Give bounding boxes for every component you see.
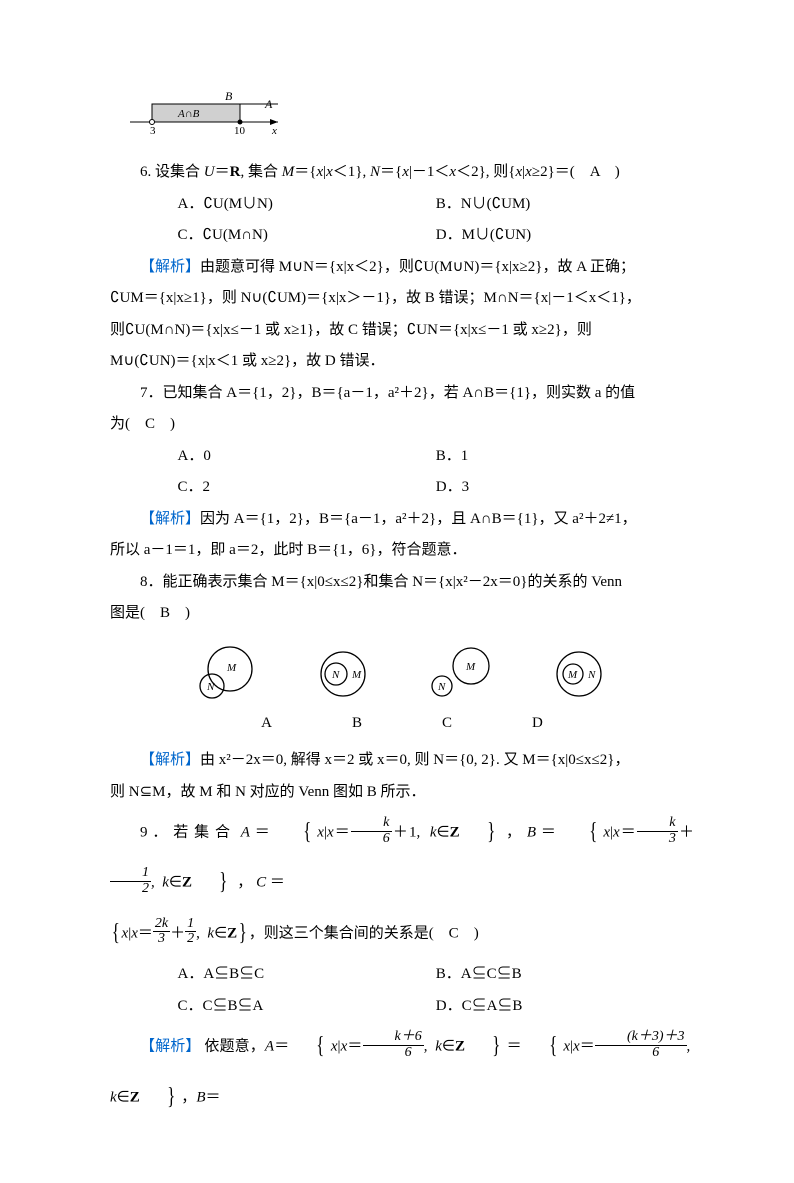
- venn-A: M N: [190, 644, 260, 704]
- venn-C: M N: [426, 644, 496, 704]
- q8-analysis-2: 则 N⊆M，故 M 和 N 对应的 Venn 图如 B 所示．: [110, 777, 694, 809]
- q9-options-row2: C．C⊆B⊆A D．C⊆A⊆B: [110, 991, 694, 1023]
- q8-stem-1: 8．能正确表示集合 M＝{x|0≤x≤2}和集合 N＝{x|x²－2x＝0}的关…: [110, 567, 694, 599]
- q7-analysis-2: 所以 a－1＝1，即 a＝2，此时 B＝{1，6}，符合题意．: [110, 535, 694, 567]
- axis-x: x: [271, 125, 277, 137]
- q7-optD: D．3: [436, 472, 694, 504]
- venn-label-C: C: [442, 708, 452, 740]
- q6-analysis-4: M∪(∁UN)＝{x|x＜1 或 x≥2}，故 D 错误．: [110, 346, 694, 378]
- label-B: B: [225, 90, 233, 103]
- svg-text:N: N: [587, 669, 596, 681]
- venn-label-D: D: [532, 708, 543, 740]
- q6-options-row2: C．∁U(M∩N) D．M∪(∁UN): [110, 220, 694, 252]
- q6-analysis-3: 则∁U(M∩N)＝{x|x≤－1 或 x≥1}，故 C 错误；∁UN＝{x|x≤…: [110, 315, 694, 347]
- q9-options-row1: A．A⊆B⊆C B．A⊆C⊆B: [110, 959, 694, 991]
- q6-optA: A．∁U(M∪N): [178, 189, 436, 221]
- q6-analysis-1: 【解析】由题意可得 M∪N＝{x|x＜2}，则∁U(M∪N)＝{x|x≥2}，故…: [110, 252, 694, 284]
- q7-stem-1: 7．已知集合 A＝{1，2}，B＝{a－1，a²＋2}，若 A∩B＝{1}，则实…: [110, 378, 694, 410]
- q6-analysis-label: 【解析】: [140, 259, 200, 275]
- q9-analysis: 【解析】 依题意，A＝{x|x＝k＋66, k∈Z}＝{x|x＝(k＋3)＋36…: [110, 1022, 694, 1123]
- tick-3: 3: [150, 125, 156, 137]
- svg-text:N: N: [331, 669, 340, 681]
- q6-analysis-2: ∁UM＝{x|x≥1}，则 N∪(∁UM)＝{x|x＞－1}，故 B 错误；M∩…: [110, 283, 694, 315]
- number-line-diagram: B A A∩B 3 10 x: [110, 90, 694, 145]
- venn-labels: A B C D: [110, 708, 694, 740]
- tick-10: 10: [234, 125, 246, 137]
- q6-optC: C．∁U(M∩N): [178, 220, 436, 252]
- svg-text:M: M: [226, 662, 237, 674]
- q9-optA: A．A⊆B⊆C: [178, 959, 436, 991]
- q8-analysis-1: 【解析】由 x²－2x＝0, 解得 x＝2 或 x＝0, 则 N＝{0, 2}.…: [110, 745, 694, 777]
- svg-text:M: M: [351, 669, 362, 681]
- q9-stem-2: {x|x＝2k3＋12, k∈Z}，则这三个集合间的关系是( C ): [110, 909, 694, 959]
- q9-stem: 9 ． 若 集 合 A ＝ {x|x＝k6＋1, k∈Z} ， B ＝ {x|x…: [110, 808, 694, 909]
- svg-text:N: N: [206, 681, 215, 693]
- label-AiB: A∩B: [177, 108, 200, 120]
- venn-label-B: B: [352, 708, 362, 740]
- q7-analysis-1: 【解析】因为 A＝{1，2}，B＝{a－1，a²＋2}，且 A∩B＝{1}，又 …: [110, 504, 694, 536]
- q9-optB: B．A⊆C⊆B: [436, 959, 694, 991]
- q7-options-row2: C．2 D．3: [110, 472, 694, 504]
- svg-text:M: M: [567, 669, 578, 681]
- q6-options-row1: A．∁U(M∪N) B．N∪(∁UM): [110, 189, 694, 221]
- q6-optD: D．M∪(∁UN): [436, 220, 694, 252]
- svg-text:M: M: [465, 661, 476, 673]
- q8-stem-2: 图是( B ): [110, 598, 694, 630]
- q7-optB: B．1: [436, 441, 694, 473]
- venn-D: M N: [544, 644, 614, 704]
- q6-optB: B．N∪(∁UM): [436, 189, 694, 221]
- svg-text:N: N: [437, 681, 446, 693]
- q9-optC: C．C⊆B⊆A: [178, 991, 436, 1023]
- q7-options-row1: A．0 B．1: [110, 441, 694, 473]
- q7-optA: A．0: [178, 441, 436, 473]
- venn-label-A: A: [261, 708, 272, 740]
- q8-analysis-label: 【解析】: [140, 752, 200, 768]
- q9-analysis-label: 【解析】: [140, 1039, 201, 1055]
- venn-B: N M: [308, 644, 378, 704]
- q6-stem: 6. 设集合 U＝R, 集合 M＝{x|x＜1}, N＝{x|－1＜x＜2}, …: [110, 157, 694, 189]
- q9-optD: D．C⊆A⊆B: [436, 991, 694, 1023]
- q7-analysis-label: 【解析】: [140, 511, 200, 527]
- q7-stem-2: 为( C ): [110, 409, 694, 441]
- q7-optC: C．2: [178, 472, 436, 504]
- interval-svg: B A A∩B 3 10 x: [110, 90, 290, 145]
- venn-row: M N N M M N M N: [110, 644, 694, 704]
